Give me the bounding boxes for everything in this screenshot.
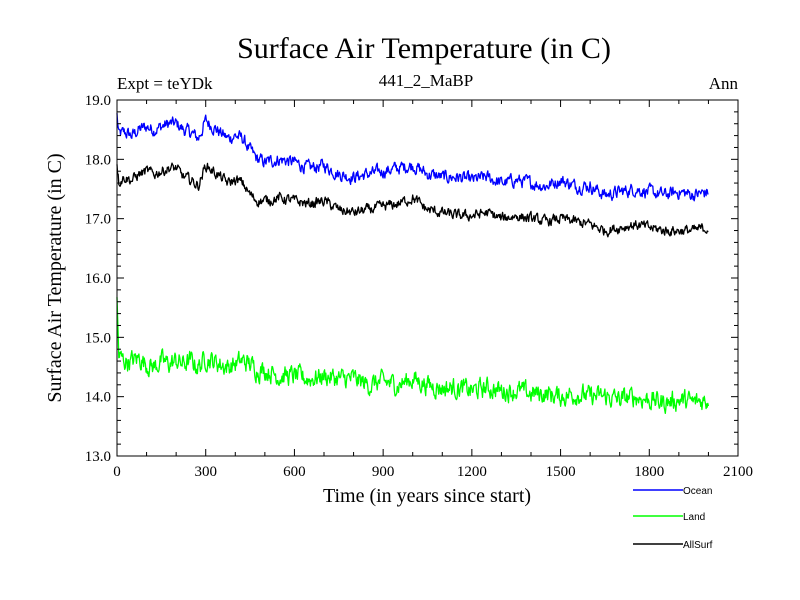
x-axis-label: Time (in years since start) xyxy=(323,485,531,507)
x-tick-label: 1500 xyxy=(546,464,576,480)
x-tick-label: 600 xyxy=(283,464,306,480)
legend-label-allsurf: AllSurf xyxy=(683,540,713,551)
y-tick-label: 17.0 xyxy=(85,212,111,228)
x-tick-label: 300 xyxy=(194,464,217,480)
series-line-ocean xyxy=(116,113,709,202)
axes-layer: 0 300 600 900 1200 1500 1800 2100 13.0 14.0 15.0 16… xyxy=(85,93,753,480)
x-tick-label: 900 xyxy=(372,464,395,480)
plot-frame xyxy=(116,99,739,457)
chart-title: Surface Air Temperature (in C) xyxy=(237,32,611,65)
chart-subtitle-center: 441_2_MaBP xyxy=(379,71,473,90)
y-tick-label: 18.0 xyxy=(85,152,111,168)
y-tick-label: 15.0 xyxy=(85,330,111,346)
y-axis-label: Surface Air Temperature (in C) xyxy=(44,153,66,402)
chart-subtitle-left: Expt = teYDk xyxy=(117,74,213,93)
x-tick-label: 1800 xyxy=(634,464,664,480)
legend: Ocean Land AllSurf xyxy=(633,486,713,551)
y-tick-label: 14.0 xyxy=(85,390,111,406)
x-tick-label: 1200 xyxy=(457,464,487,480)
series-line-land xyxy=(116,297,710,415)
legend-label-ocean: Ocean xyxy=(683,486,712,497)
x-tick-label: 0 xyxy=(113,464,121,480)
y-tick-label: 19.0 xyxy=(85,93,111,109)
x-tick-label: 2100 xyxy=(723,464,753,480)
y-tick-label: 13.0 xyxy=(85,449,111,465)
series-layer xyxy=(116,113,710,415)
legend-label-land: Land xyxy=(683,512,705,523)
y-tick-label: 16.0 xyxy=(85,271,111,287)
series-line-allsurf xyxy=(116,162,709,238)
chart-subtitle-right: Ann xyxy=(709,74,739,93)
